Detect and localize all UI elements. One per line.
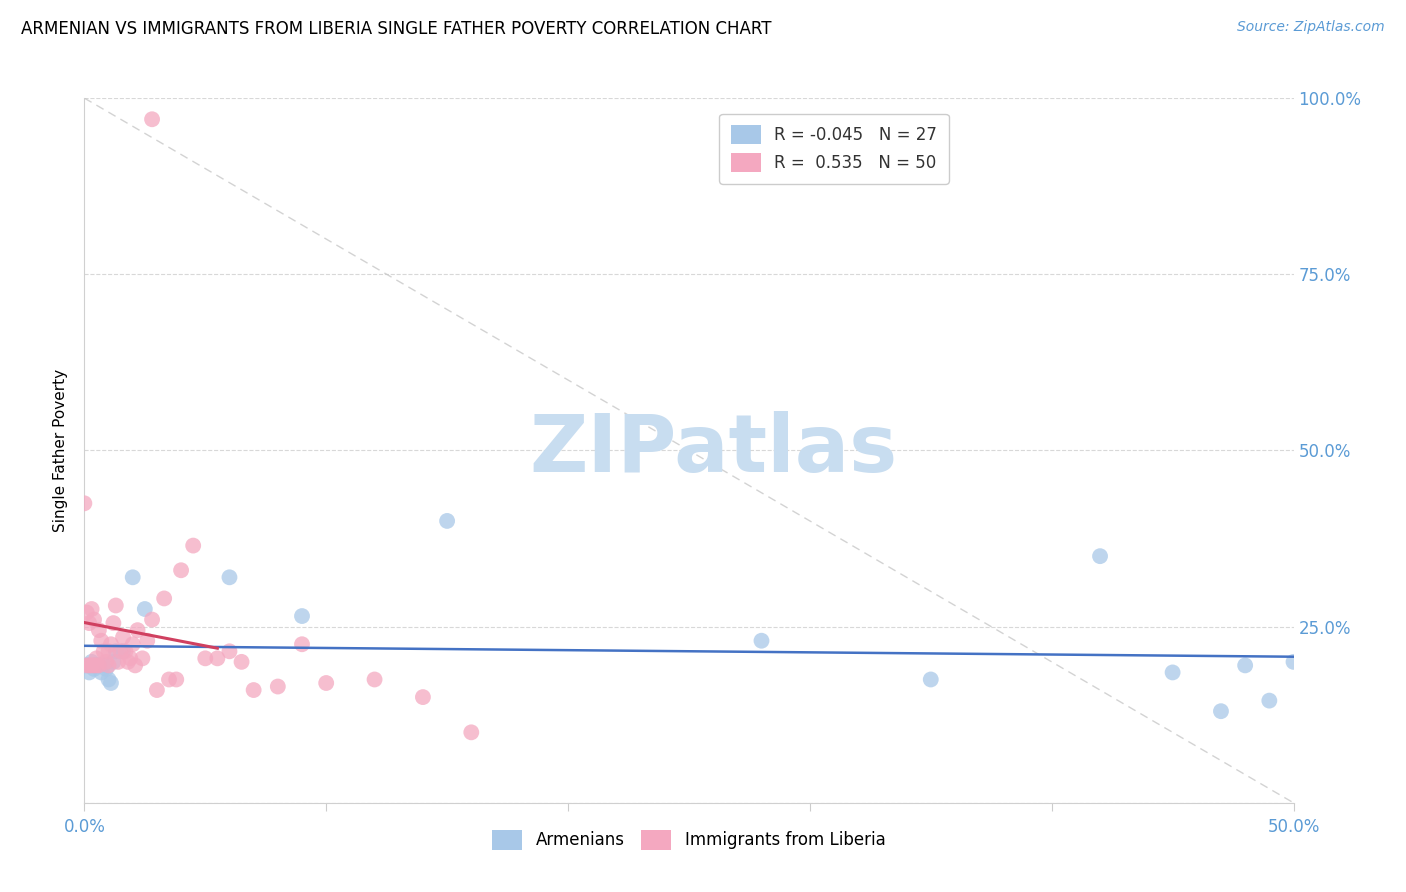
Point — [86, 658, 108, 673]
Point — [315, 676, 337, 690]
Point — [100, 637, 122, 651]
Point — [920, 673, 942, 687]
Point — [134, 602, 156, 616]
Point — [77, 665, 100, 680]
Point — [121, 570, 143, 584]
Point — [83, 613, 105, 627]
Point — [97, 673, 120, 687]
Point — [117, 655, 139, 669]
Point — [1234, 658, 1257, 673]
Point — [170, 563, 193, 577]
Point — [103, 616, 125, 631]
Point — [77, 616, 100, 631]
Point — [165, 673, 187, 687]
Point — [460, 725, 482, 739]
Point — [1258, 693, 1281, 707]
Y-axis label: Single Father Poverty: Single Father Poverty — [53, 369, 69, 532]
Point — [363, 673, 385, 687]
Point — [181, 539, 204, 553]
Text: Source: ZipAtlas.com: Source: ZipAtlas.com — [1237, 20, 1385, 34]
Point — [87, 658, 110, 673]
Point — [207, 651, 229, 665]
Point — [120, 651, 142, 665]
Point — [267, 680, 290, 694]
Point — [412, 690, 434, 705]
Point — [93, 644, 115, 658]
Point — [121, 637, 143, 651]
Point — [97, 644, 120, 658]
Point — [127, 623, 149, 637]
Point — [80, 658, 103, 673]
Point — [77, 658, 100, 673]
Point — [141, 613, 163, 627]
Point — [97, 658, 120, 673]
Point — [112, 630, 135, 644]
Point — [104, 644, 127, 658]
Point — [94, 655, 117, 669]
Point — [751, 633, 773, 648]
Point — [90, 633, 112, 648]
Point — [1282, 655, 1305, 669]
Point — [157, 673, 180, 687]
Point — [87, 658, 110, 673]
Text: ARMENIAN VS IMMIGRANTS FROM LIBERIA SINGLE FATHER POVERTY CORRELATION CHART: ARMENIAN VS IMMIGRANTS FROM LIBERIA SING… — [21, 20, 772, 37]
Point — [86, 658, 108, 673]
Text: ZIPatlas: ZIPatlas — [529, 411, 897, 490]
Point — [141, 112, 163, 127]
Point — [73, 496, 96, 510]
Point — [291, 637, 314, 651]
Point — [218, 644, 240, 658]
Point — [104, 599, 127, 613]
Point — [110, 644, 132, 658]
Point — [136, 633, 159, 648]
Point — [103, 655, 125, 669]
Point — [94, 662, 117, 676]
Point — [76, 658, 98, 673]
Legend: Armenians, Immigrants from Liberia: Armenians, Immigrants from Liberia — [484, 822, 894, 858]
Point — [76, 606, 98, 620]
Point — [83, 658, 105, 673]
Point — [242, 683, 264, 698]
Point — [291, 609, 314, 624]
Point — [436, 514, 458, 528]
Point — [131, 651, 153, 665]
Point — [90, 665, 112, 680]
Point — [107, 655, 129, 669]
Point — [1161, 665, 1184, 680]
Point — [86, 651, 108, 665]
Point — [83, 662, 105, 676]
Point — [124, 658, 146, 673]
Point — [100, 676, 122, 690]
Point — [153, 591, 176, 606]
Point — [1209, 704, 1232, 718]
Point — [1088, 549, 1111, 564]
Point — [194, 651, 217, 665]
Point — [80, 655, 103, 669]
Point — [112, 644, 135, 658]
Point — [114, 644, 136, 658]
Point — [93, 658, 115, 673]
Point — [76, 658, 98, 673]
Point — [218, 570, 240, 584]
Point — [80, 602, 103, 616]
Point — [146, 683, 169, 698]
Point — [231, 655, 253, 669]
Point — [87, 623, 110, 637]
